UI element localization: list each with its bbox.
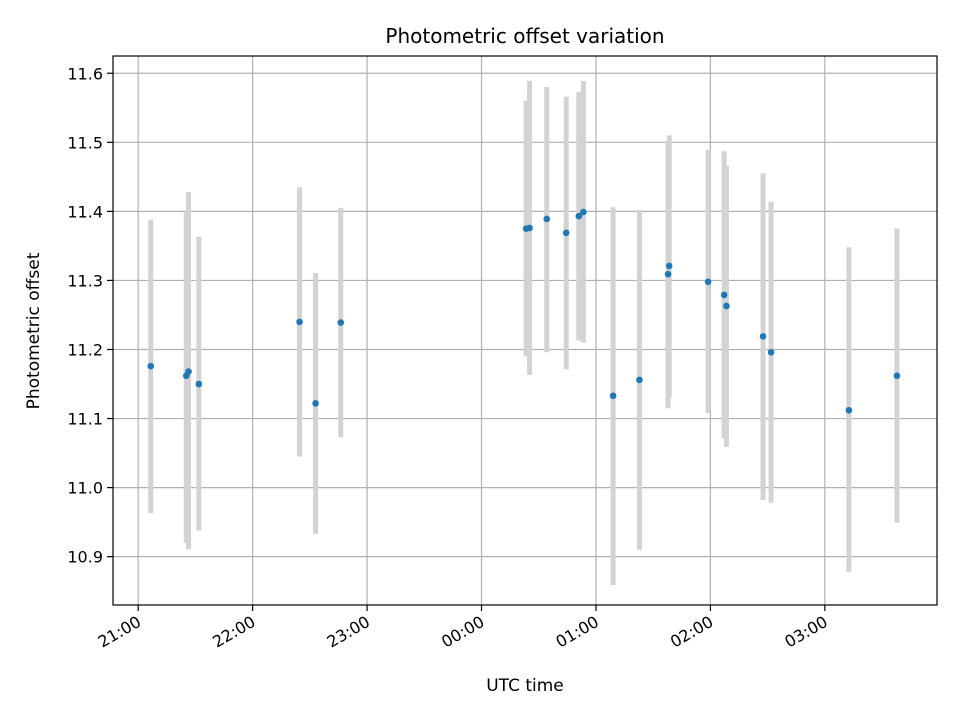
data-point [526,224,533,232]
data-point [562,229,570,237]
y-tick-label: 11.2 [67,340,103,359]
data-point [147,362,155,370]
data-point [195,380,203,388]
y-axis: 10.9 11.0 11.1 11.2 11.3 11.4 11.5 11.6 [67,64,113,567]
y-tick-label: 11.5 [67,133,103,152]
data-point [723,302,730,310]
plot-frame [112,55,938,606]
data-point [665,262,673,270]
data-point [185,368,192,375]
data-point [720,291,728,299]
data-point [636,376,643,384]
data-point [845,406,853,414]
y-tick-label: 11.4 [67,202,103,221]
data-point [767,348,775,356]
y-tick-label: 10.9 [67,548,103,567]
data-point [543,215,551,223]
x-axis-label: UTC time [486,676,564,696]
chart-title: Photometric offset variation [385,24,664,48]
data-point [664,270,672,278]
data-point [609,392,617,400]
data-point [337,319,345,326]
y-tick-label: 11.3 [67,271,103,290]
data-point [296,318,303,326]
data-point [580,208,587,216]
data-point [575,212,583,220]
y-tick-label: 11.1 [67,410,103,429]
data-points [147,208,901,414]
data-point [704,278,712,286]
data-point [312,400,319,407]
data-point [893,372,901,380]
y-tick-label: 11.6 [67,64,103,83]
y-axis-label: Photometric offset [24,252,44,409]
y-tick-label: 11.0 [67,479,103,498]
data-point [759,333,767,340]
